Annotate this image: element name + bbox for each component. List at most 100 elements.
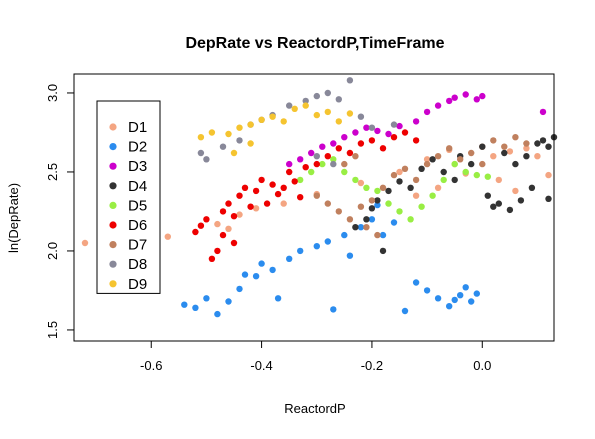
point-d3-7 [363,125,369,131]
point-d5-9 [396,208,402,214]
point-d3-8 [374,128,380,134]
point-d7-2 [336,208,342,214]
point-d5-11 [418,204,424,210]
point-d2-29 [463,284,469,290]
point-d2-15 [330,306,336,312]
point-d3-9 [385,131,391,137]
legend-label-d3: D3 [128,158,147,175]
point-d4-22 [534,140,540,146]
point-d5-16 [474,172,480,178]
y-tick-label: 1.5 [45,321,60,339]
point-d5-1 [308,169,314,175]
point-d4-18 [512,161,518,167]
point-d6-30 [413,137,419,143]
point-d7-4 [358,204,364,210]
point-d9-2 [225,131,231,137]
legend-label-d2: D2 [128,139,147,156]
point-d2-7 [253,273,259,279]
point-d6-13 [264,200,270,206]
point-d2-6 [242,271,248,277]
point-d9-0 [198,134,204,140]
point-d8-9 [314,93,320,99]
point-d6-31 [231,240,237,246]
point-d1-3 [214,221,220,227]
point-d6-11 [253,188,259,194]
point-d4-5 [407,185,413,191]
point-d7-16 [490,137,496,143]
point-d2-0 [181,302,187,308]
point-d1-10 [396,169,402,175]
legend-marker-d6 [109,221,116,228]
x-tick-label: -0.4 [250,358,272,373]
point-d6-10 [247,204,253,210]
point-d4-3 [385,188,391,194]
point-d3-5 [341,134,347,140]
point-d2-2 [203,295,209,301]
x-tick-label: -0.6 [140,358,162,373]
legend-label-d6: D6 [128,217,147,234]
point-d1-9 [358,180,364,186]
point-d2-16 [341,232,347,238]
point-d2-18 [358,224,364,230]
point-d5-8 [385,200,391,206]
point-d9-13 [347,110,353,116]
chart-title: DepRate vs ReactordP,TimeFrame [185,35,444,52]
point-d2-32 [446,303,452,309]
point-d2-28 [457,292,463,298]
point-d7-19 [523,140,529,146]
point-d1-15 [490,153,496,159]
point-d2-5 [236,286,242,292]
point-d3-1 [297,156,303,162]
point-d8-15 [314,153,320,159]
legend-label-d1: D1 [128,119,147,136]
point-d6-7 [231,213,237,219]
point-d6-4 [214,248,220,254]
point-d5-15 [463,169,469,175]
point-d7-22 [363,224,369,230]
point-d6-0 [192,229,198,235]
legend: D1D2D3D4D5D6D7D8D9 [97,101,160,293]
point-d3-17 [474,96,480,102]
y-tick-label: 2.5 [45,163,60,181]
point-d8-0 [198,150,204,156]
point-d4-0 [352,224,358,230]
point-d3-11 [413,118,419,124]
point-d6-20 [303,164,309,170]
legend-marker-d2 [109,143,116,150]
legend-label-d7: D7 [128,237,147,254]
x-axis-label: ReactordP [284,401,345,416]
point-d3-6 [352,129,358,135]
point-d2-21 [380,232,386,238]
legend-marker-d5 [109,202,116,209]
point-d4-4 [396,178,402,184]
point-d4-24 [545,144,551,150]
point-d7-0 [314,193,320,199]
point-d6-27 [380,145,386,151]
point-d2-12 [297,248,303,254]
point-d3-0 [286,161,292,167]
point-d2-25 [424,287,430,293]
point-d9-5 [258,117,264,123]
point-d3-12 [424,109,430,115]
point-d7-11 [435,153,441,159]
point-d6-8 [236,193,242,199]
point-d7-18 [512,134,518,140]
point-d4-8 [441,169,447,175]
point-d4-23 [540,137,546,143]
point-d7-7 [391,172,397,178]
legend-label-d9: D9 [128,276,147,293]
point-d2-14 [325,238,331,244]
point-d1-18 [534,153,540,159]
point-d8-7 [286,102,292,108]
point-d2-4 [225,298,231,304]
point-d5-6 [363,185,369,191]
point-d3-16 [463,91,469,97]
point-d9-8 [292,106,298,112]
point-d6-9 [242,185,248,191]
point-d2-1 [192,305,198,311]
point-d4-6 [418,166,424,172]
point-d2-26 [435,295,441,301]
point-d6-32 [220,232,226,238]
point-d6-1 [198,223,204,229]
point-d4-20 [523,153,529,159]
